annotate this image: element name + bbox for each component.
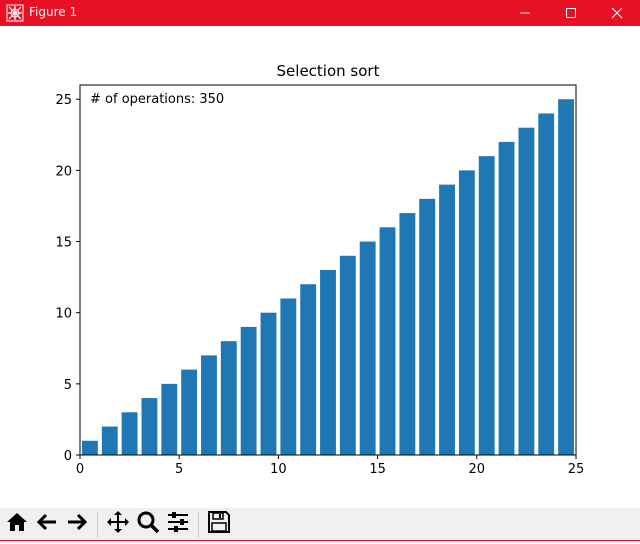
home-button[interactable] — [3, 510, 31, 538]
x-tick-label: 10 — [270, 462, 287, 477]
bars-group — [81, 99, 575, 455]
bar-17 — [419, 198, 436, 455]
bar-8 — [240, 326, 257, 455]
forward-button[interactable] — [63, 510, 91, 538]
y-tick-label: 5 — [64, 378, 72, 393]
minimize-icon — [519, 4, 531, 23]
close-button[interactable] — [594, 0, 640, 26]
figure-canvas[interactable]: Selection sort 0 5 10 15 20 25 0 5 10 15 20 25 # o… — [0, 26, 640, 508]
configure-subplots-icon — [166, 510, 190, 538]
zoom-button[interactable] — [134, 510, 162, 538]
plot-area-frame — [79, 84, 577, 456]
minimize-button[interactable] — [502, 0, 548, 26]
x-tick-label: 5 — [175, 462, 183, 477]
bar-13 — [339, 255, 356, 455]
toolbar-separator — [97, 512, 98, 538]
configure-subplots-button[interactable] — [164, 510, 192, 538]
title-bar: Figure 1 — [0, 0, 640, 26]
bar-10 — [280, 298, 297, 455]
bar-11 — [300, 284, 317, 455]
bar-24 — [558, 99, 575, 455]
operations-annotation: # of operations: 350 — [90, 92, 224, 107]
back-button[interactable] — [33, 510, 61, 538]
zoom-icon — [136, 510, 160, 538]
bar-3 — [141, 398, 158, 455]
matplotlib-app-icon — [6, 4, 24, 22]
bar-14 — [359, 241, 376, 455]
bar-7 — [220, 341, 237, 455]
maximize-icon — [565, 4, 577, 23]
y-axis: 0 5 10 15 20 25 — [55, 93, 80, 464]
bar-18 — [439, 184, 455, 455]
save-button[interactable] — [205, 510, 233, 538]
x-tick-label: 20 — [469, 462, 486, 477]
pan-button[interactable] — [104, 510, 132, 538]
forward-icon — [65, 510, 89, 538]
bar-22 — [518, 127, 535, 455]
bar-21 — [498, 141, 515, 455]
bar-chart: Selection sort 0 5 10 15 20 25 0 5 10 15 20 25 # o… — [55, 62, 584, 477]
y-tick-label: 10 — [55, 307, 72, 322]
x-tick-label: 0 — [76, 462, 84, 477]
toolbar-separator — [198, 512, 199, 538]
y-tick-label: 0 — [64, 449, 72, 464]
save-icon — [207, 510, 231, 538]
navigation-toolbar — [0, 508, 640, 540]
bar-16 — [399, 213, 416, 455]
bar-5 — [181, 369, 198, 455]
bar-20 — [478, 156, 495, 455]
home-icon — [5, 510, 29, 538]
bar-19 — [458, 170, 475, 455]
bar-1 — [101, 426, 118, 455]
pan-icon — [106, 510, 130, 538]
x-tick-label: 25 — [568, 462, 585, 477]
close-icon — [611, 4, 623, 23]
y-tick-label: 20 — [55, 164, 72, 179]
bar-12 — [320, 270, 336, 455]
y-tick-label: 25 — [55, 93, 72, 108]
bar-0 — [81, 440, 98, 455]
y-tick-label: 15 — [55, 236, 72, 251]
bar-23 — [538, 113, 555, 455]
window-bottom-border — [0, 540, 640, 544]
bar-4 — [161, 383, 178, 455]
x-axis: 0 5 10 15 20 25 — [76, 455, 584, 477]
bar-2 — [121, 412, 138, 455]
back-icon — [35, 510, 59, 538]
chart-title: Selection sort — [277, 62, 380, 80]
maximize-button[interactable] — [548, 0, 594, 26]
x-tick-label: 15 — [369, 462, 386, 477]
bar-15 — [379, 227, 396, 455]
window-title: Figure 1 — [29, 5, 78, 19]
bar-9 — [260, 312, 277, 455]
bar-6 — [201, 355, 217, 455]
